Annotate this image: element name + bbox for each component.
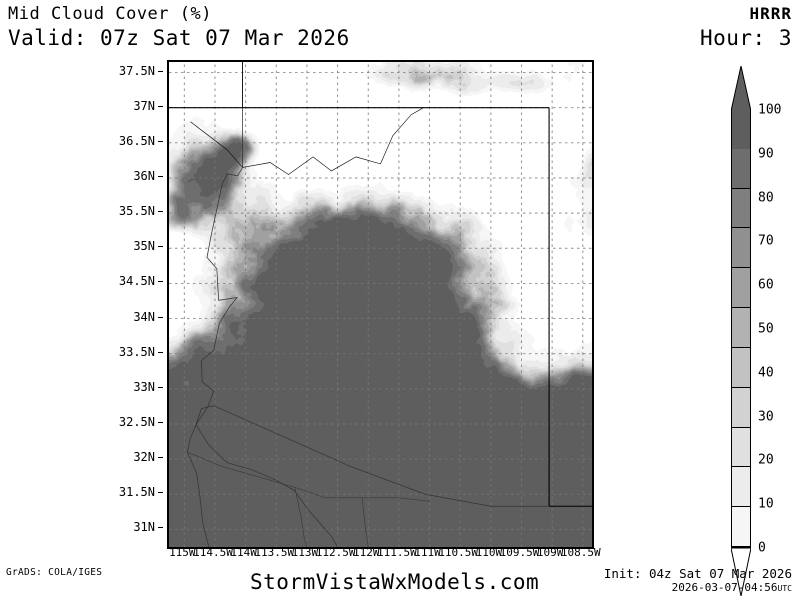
colorbar-swatch (732, 228, 750, 269)
lat-tick-label: 31N (133, 520, 155, 535)
colorbar: 0 10 20 30 40 50 60 70 80 90 100 (725, 62, 795, 596)
colorbar-swatch (732, 148, 750, 189)
generated-units: UTC (777, 584, 792, 593)
lat-tick-mark (158, 281, 163, 283)
generated-timestamp: 2026-03-07-04:56 (671, 581, 778, 594)
colorbar-swatch (732, 308, 750, 348)
colorbar-tick-label: 40 (758, 365, 774, 381)
colorbar-swatch (732, 427, 750, 468)
lat-tick-mark (158, 351, 163, 353)
lat-tick-label: 33N (133, 379, 155, 394)
lat-tick-label: 31.5N (118, 485, 155, 500)
colorbar-tick-label: 30 (758, 409, 774, 425)
lat-tick-label: 32.5N (118, 414, 155, 429)
lat-tick-mark (158, 105, 163, 107)
colorbar-tick-label: 0 (758, 540, 766, 556)
colorbar-swatch (732, 188, 750, 229)
colorbar-max-arrow-icon (731, 66, 751, 111)
lon-tick-label: 112.5W (315, 546, 356, 559)
colorbar-min-arrow-icon (731, 548, 751, 596)
colorbar-tick-label: 100 (758, 102, 782, 118)
longitude-axis: 115W 114.5W 114W 113.5W 113W 112.5W 112W 111.5W… (167, 546, 601, 564)
lat-tick-label: 34.5N (118, 274, 155, 289)
lat-tick-label: 35.5N (118, 204, 155, 219)
colorbar-tick-label: 90 (758, 146, 774, 162)
colorbar-gradient (731, 109, 751, 548)
lat-tick-mark (158, 316, 163, 318)
lon-tick-label: 111.5W (377, 546, 417, 559)
lon-tick-label: 114W (230, 546, 257, 559)
latitude-axis: 37.5N 37N 36.5N 36N 35.5N 35N 34.5N 34N 33.5N 33N… (0, 60, 163, 545)
lat-tick-mark (158, 211, 163, 213)
lon-tick-label: 113W (291, 546, 319, 559)
lon-tick-label: 108.5W (560, 546, 601, 559)
lat-tick-label: 32N (133, 450, 155, 465)
lat-tick-mark (158, 140, 163, 142)
colorbar-tick-label: 20 (758, 452, 774, 468)
lat-tick-label: 37.5N (118, 63, 155, 78)
colorbar-tick-label: 60 (758, 277, 774, 293)
lat-tick-mark (158, 457, 163, 459)
lon-tick-label: 113.5W (254, 546, 295, 559)
lat-tick-label: 37N (133, 98, 155, 113)
colorbar-swatch (732, 347, 750, 388)
colorbar-swatch (732, 507, 750, 547)
lat-tick-label: 33.5N (118, 344, 155, 359)
colorbar-swatch (732, 467, 750, 508)
lon-tick-label: 110W (475, 546, 503, 559)
colorbar-tick-label: 10 (758, 496, 774, 512)
generated-time-label: 2026-03-07-04:56UTC (672, 581, 792, 594)
forecast-hour-label: Hour: 3 (699, 26, 792, 50)
grads-credit-label: GrADS: COLA/IGES (6, 567, 103, 578)
colorbar-tick-label: 80 (758, 190, 774, 206)
cloud-cover-raster (169, 62, 592, 547)
colorbar-swatch (732, 387, 750, 428)
model-name-label: HRRR (749, 4, 792, 23)
colorbar-tick-label: 50 (758, 321, 774, 337)
colorbar-tick-label: 70 (758, 233, 774, 249)
colorbar-swatch (732, 268, 750, 309)
valid-time-label: Valid: 07z Sat 07 Mar 2026 (8, 26, 350, 50)
lat-tick-label: 35N (133, 239, 155, 254)
map-plot-area[interactable] (167, 60, 594, 549)
lon-tick-label: 109.5W (499, 546, 540, 559)
colorbar-swatch (732, 109, 750, 149)
lat-tick-mark (158, 386, 163, 388)
lat-tick-mark (158, 492, 163, 494)
lat-tick-mark (158, 421, 163, 423)
lat-tick-mark (158, 175, 163, 177)
site-brand-label: StormVistaWxModels.com (250, 570, 540, 594)
init-time-label: Init: 04z Sat 07 Mar 2026 (603, 566, 792, 581)
lon-tick-label: 114.5W (193, 546, 233, 559)
lat-tick-mark (158, 70, 163, 72)
lat-tick-label: 36.5N (118, 133, 155, 148)
lon-tick-label: 110.5W (438, 546, 479, 559)
lon-tick-label: 112W (352, 546, 380, 559)
lat-tick-mark (158, 527, 163, 529)
lat-tick-mark (158, 246, 163, 248)
lat-tick-label: 36N (133, 168, 155, 183)
lon-tick-label: 111W (414, 546, 441, 559)
lon-tick-label: 115W (169, 546, 196, 559)
lon-tick-label: 109W (536, 546, 564, 559)
lat-tick-label: 34N (133, 309, 155, 324)
page-title: Mid Cloud Cover (%) (8, 4, 212, 24)
